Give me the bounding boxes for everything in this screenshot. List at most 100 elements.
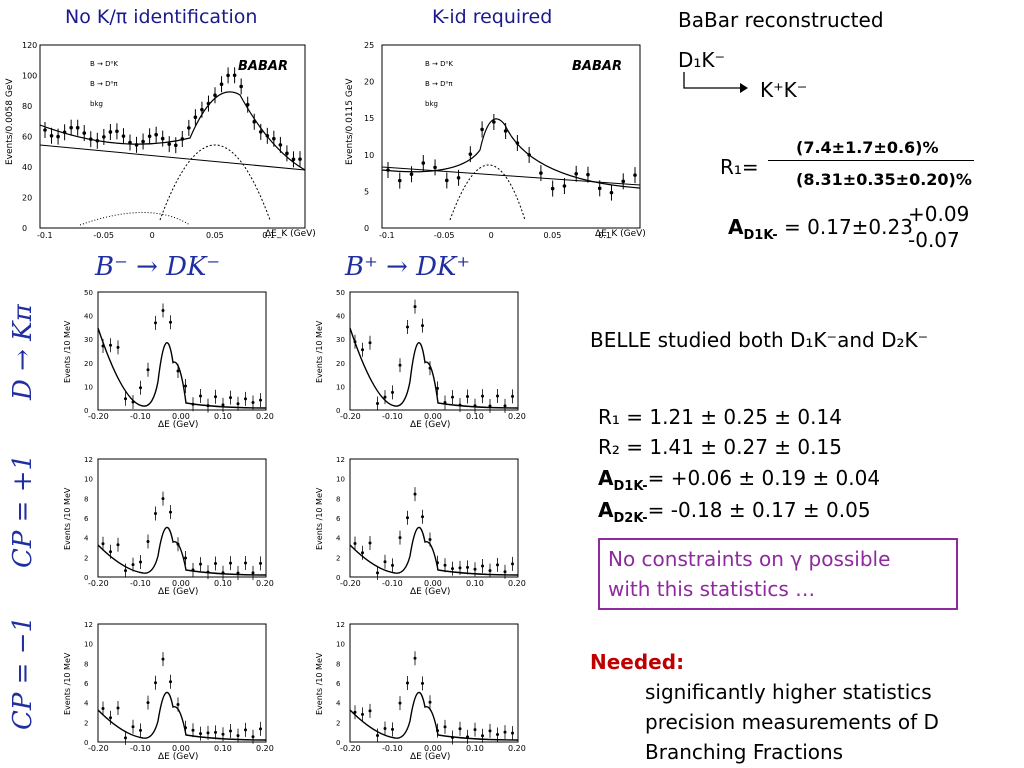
data-point [456,175,461,180]
data-point [180,137,185,141]
belle-data-point [161,497,165,501]
belle-data-point [169,510,172,514]
belle-xtick: 0.20 [508,412,526,421]
belle-data-point [139,728,142,732]
legend-1: B → D⁰K [90,60,118,68]
belle-data-point [139,560,142,564]
a2-line: AD2K-= -0.18 ± 0.17 ± 0.05 [598,498,871,526]
a1-sub: D1K- [613,479,648,494]
belle-data-point [131,400,135,404]
xtick-label: -0.05 [434,231,455,240]
data-point [134,143,139,147]
needed-label: Needed: [590,650,685,674]
belle-data-point [109,343,112,347]
belle-data-point [154,681,157,685]
data-point [75,125,80,130]
belle-ylabel: Events /10 MeV [315,320,324,383]
belle-data-point [214,395,217,399]
belle-data-point [154,512,157,516]
ytick-label: 0 [22,224,27,233]
babar-kk: K⁺K⁻ [760,78,808,102]
belle-data-point [413,492,417,496]
belle-xtick: -0.20 [88,579,109,588]
belle-data-point [421,324,424,328]
belle-ytick: 12 [84,621,93,629]
belle-xtick: -0.20 [88,744,109,753]
belle-ytick: 12 [336,621,345,629]
needed-line-3: Branching Fractions [645,740,844,764]
belle-data-point [496,394,499,398]
belle-fit-curve [97,526,267,576]
belle-ytick: 8 [84,660,88,668]
data-point [492,120,496,124]
a-label: A [728,215,744,239]
belle-data-point [184,384,187,388]
data-point [43,128,47,132]
xtick-label: 0.1 [598,231,611,240]
xtick-label: -0.1 [379,231,395,240]
belle-data-point [146,539,150,543]
babar-right-ylabel: Events/0.0115 GeV [345,78,355,165]
belle-data-point [458,403,462,407]
data-point [160,136,165,141]
belle-data-point [214,561,217,565]
belle-xtick: 0.20 [256,412,274,421]
r2-line: R₂ = 1.41 ± 0.27 ± 0.15 [598,435,842,459]
belle-data-point [146,368,150,372]
belle-ytick: 0 [336,407,340,415]
data-point [206,101,211,106]
ytick-label: 60 [22,133,32,142]
data-point [232,73,237,78]
belle-xtick: -0.20 [340,579,361,588]
belle-data-point [206,570,210,574]
a-up: +0.09 [908,202,970,226]
belle-data-point [391,563,394,567]
belle-xtick: 0.20 [256,579,274,588]
data-point [285,151,289,156]
belle-ytick: 8 [336,495,340,503]
belle-fit-curve [97,327,267,409]
ytick-label: 0 [364,224,369,233]
data-point [226,73,230,78]
belle-data-point [109,550,112,554]
a2-sub: D2K- [613,511,648,526]
belle-data-point [383,560,387,564]
belle-data-point [206,404,210,408]
belle-data-point [428,700,432,704]
data-point [88,137,93,141]
constraint-box: No constraints on γ possible with this s… [598,538,958,610]
belle-data-point [391,727,394,731]
belle-data-point [503,570,507,574]
r1-line: R₁ = 1.21 ± 0.25 ± 0.14 [598,405,842,429]
a-down: -0.07 [908,228,960,252]
belle-data-point [376,734,379,738]
belle-data-point [503,730,507,734]
data-point [597,186,602,191]
belle-data-point [259,398,262,402]
belle-data-point [199,732,202,736]
babar-left-points [43,67,302,168]
belle-data-point [428,366,432,370]
belle-xtick: 0.00 [424,744,442,753]
belle-data-point [109,716,112,720]
belle-data-point [191,728,195,732]
belle-xlabel: ΔE (GeV) [410,587,450,595]
data-point [609,190,614,195]
belle-plot-r3-c2: Events /10 MeV ΔE (GeV) -0.20 -0.10 0.00 0.10… [315,621,526,760]
belle-data-point [368,709,372,713]
belle-data-point [421,515,424,519]
data-point [252,119,257,124]
belle-data-point [353,340,357,344]
belle-ytick: 4 [336,535,341,543]
belle-data-point [361,551,364,555]
belle-data-point [124,397,127,401]
babar-right-points [386,113,637,201]
belle-xtick: -0.10 [130,744,151,753]
belle-data-point [161,309,165,313]
belle-plot-r1-c1: Events /10 MeV ΔE (GeV) -0.20 -0.10 0.00 0.10… [63,289,274,428]
xtick-label: 0.05 [543,231,561,240]
belle-data-point [383,726,387,730]
belle-data-point [473,404,477,408]
belle-col1-title: B⁻ → DK⁻ [95,252,221,282]
belle-data-point [154,321,157,325]
